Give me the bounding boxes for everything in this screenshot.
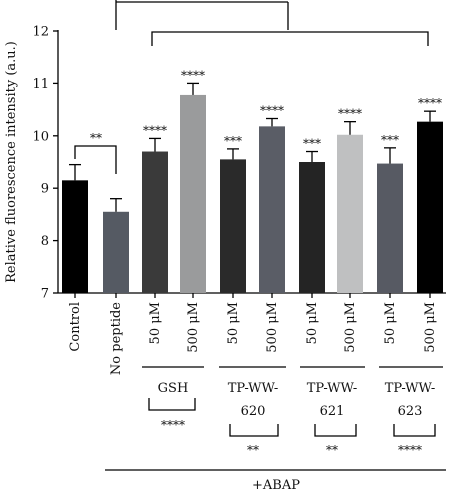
- y-tick-label: 11: [32, 77, 49, 92]
- bar: [377, 163, 403, 293]
- x-tick-label: Control: [68, 302, 83, 352]
- x-tick-label: 500 μM: [265, 302, 280, 353]
- group-significance: **: [247, 443, 259, 457]
- group-significance: ****: [398, 443, 422, 457]
- group-bracket: [314, 424, 357, 437]
- x-tick-label: No peptide: [109, 302, 124, 375]
- bar: [142, 151, 168, 293]
- x-tick-label: 50 μM: [383, 302, 398, 344]
- y-tick-label: 9: [41, 182, 49, 197]
- group-label: TP-WW-620: [228, 381, 279, 419]
- bracket-control-vs-nopeptide: [74, 145, 117, 174]
- bar-significance: ****: [143, 123, 167, 137]
- group-bracket: [229, 424, 279, 437]
- group-label: GSH: [158, 381, 189, 396]
- bar: [103, 211, 129, 293]
- control-nopeptide-significance: **: [90, 131, 102, 145]
- chart-labels: Control No peptide****50 μM****500 μM***5…: [68, 0, 446, 492]
- group-label: TP-WW-623: [385, 381, 436, 419]
- y-tick-label: 12: [32, 25, 49, 40]
- bar: [220, 159, 246, 293]
- bar: [180, 94, 206, 293]
- y-tick-label: 8: [41, 234, 49, 249]
- bar-significance: ****: [181, 68, 205, 82]
- x-tick-label: 500 μM: [343, 302, 358, 353]
- x-tick-label: 50 μM: [148, 302, 163, 344]
- group-significance: **: [326, 443, 338, 457]
- y-tick-label: 10: [32, 129, 49, 144]
- y-tick-label: 7: [41, 287, 49, 302]
- group-bracket: [148, 398, 196, 411]
- bar-significance: ****: [338, 107, 362, 121]
- bar-significance: ***: [381, 133, 399, 147]
- x-tick-label: 500 μM: [186, 302, 201, 353]
- x-tick-label: 50 μM: [305, 302, 320, 344]
- bar: [337, 134, 363, 293]
- x-tick-label: 500 μM: [423, 302, 438, 353]
- x-tick-label: 50 μM: [226, 302, 241, 344]
- bar: [417, 121, 443, 293]
- bar-significance: ***: [224, 134, 242, 148]
- bracket-treatments: [151, 31, 429, 46]
- bracket-nopeptide-vs-treatments: [115, 0, 289, 30]
- bar-significance: ****: [260, 104, 284, 118]
- y-axis-label: Relative fluorescence intensity (a.u.): [4, 41, 19, 283]
- group-significance: ****: [161, 418, 185, 432]
- group-bracket: [393, 424, 436, 437]
- bar-series: [62, 82, 443, 293]
- bar: [259, 126, 285, 293]
- group-label: TP-WW-621: [307, 381, 358, 419]
- bar-significance: ****: [418, 96, 442, 110]
- bar: [299, 162, 325, 293]
- abap-label: +ABAP: [252, 478, 300, 492]
- bar: [62, 180, 88, 293]
- bar-significance: ***: [303, 137, 321, 151]
